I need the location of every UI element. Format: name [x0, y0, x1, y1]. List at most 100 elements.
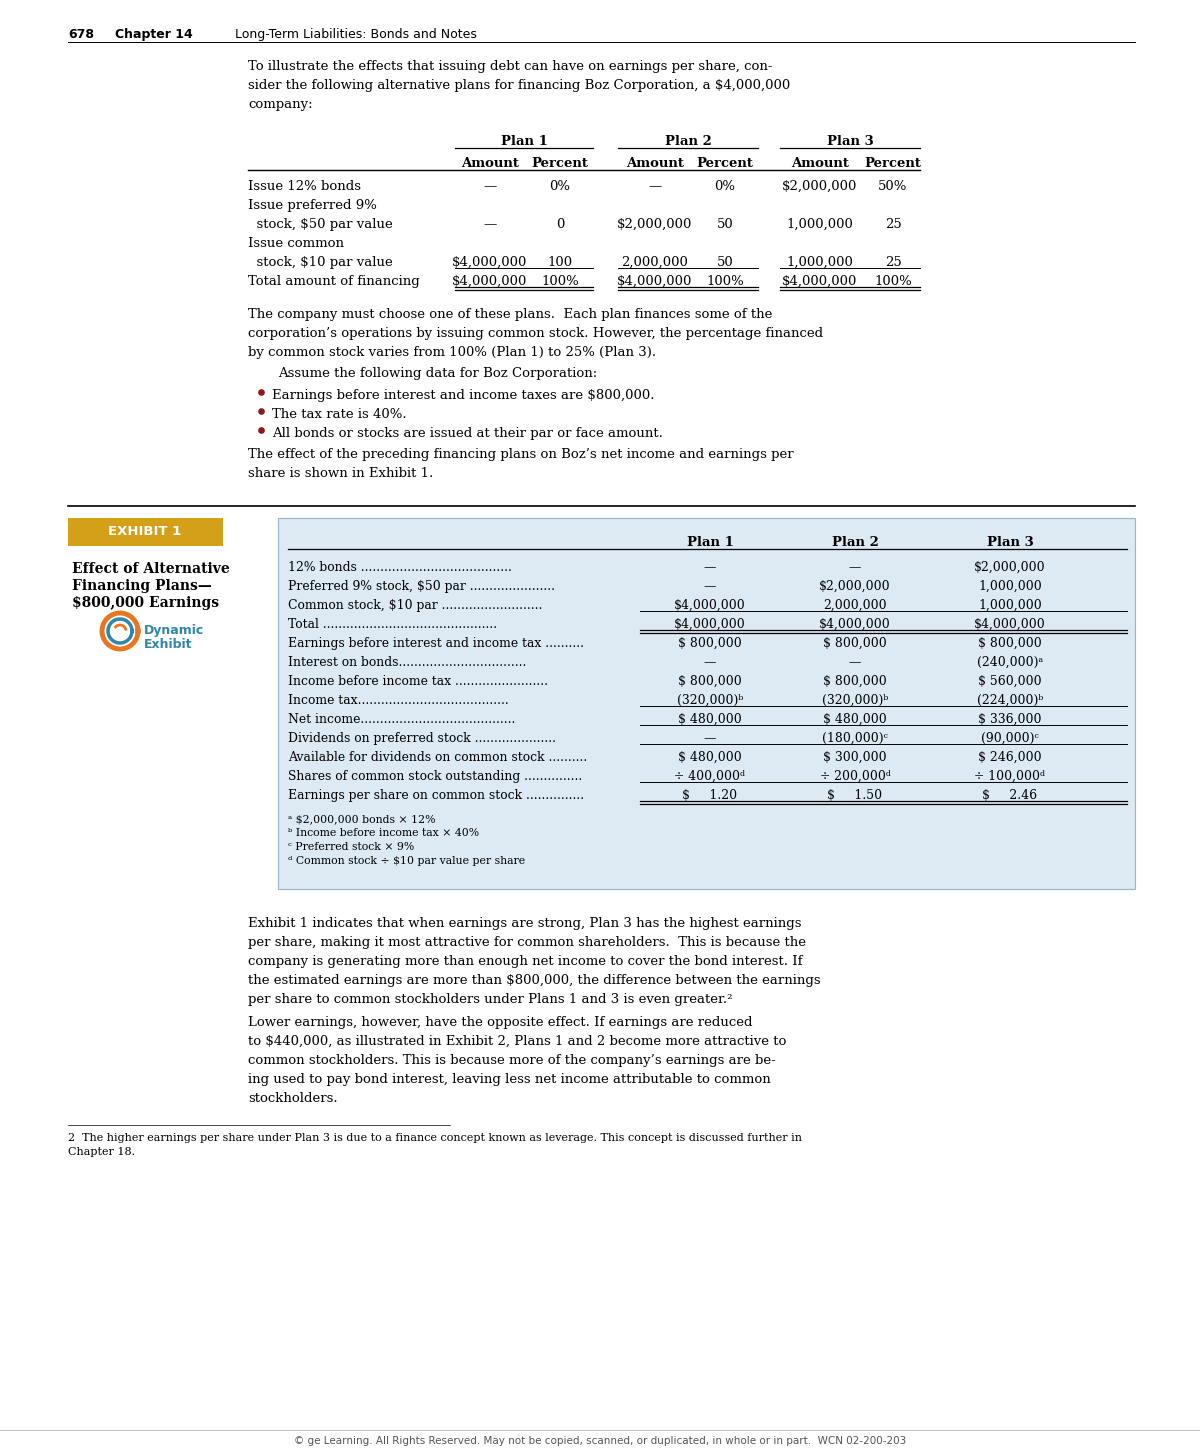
Text: Exhibit 1 indicates that when earnings are strong, Plan 3 has the highest earnin: Exhibit 1 indicates that when earnings a…: [248, 916, 802, 929]
Text: $ 800,000: $ 800,000: [823, 637, 887, 650]
Text: $ 800,000: $ 800,000: [678, 676, 742, 687]
Text: Percent: Percent: [864, 157, 922, 170]
Text: $4,000,000: $4,000,000: [674, 599, 746, 612]
Text: stock, $50 par value: stock, $50 par value: [248, 218, 392, 231]
Text: Dynamic: Dynamic: [144, 624, 204, 637]
Text: © ge Learning. All Rights Reserved. May not be copied, scanned, or duplicated, i: © ge Learning. All Rights Reserved. May …: [294, 1436, 906, 1446]
Text: 678: 678: [68, 28, 94, 41]
Text: 1,000,000: 1,000,000: [978, 599, 1042, 612]
Text: Preferred 9% stock, $50 par ......................: Preferred 9% stock, $50 par ............…: [288, 580, 554, 593]
Text: ᵇ Income before income tax × 40%: ᵇ Income before income tax × 40%: [288, 828, 479, 838]
Text: (320,000)ᵇ: (320,000)ᵇ: [822, 695, 888, 708]
Text: Total amount of financing: Total amount of financing: [248, 276, 420, 289]
Text: ᵈ Common stock ÷ $10 par value per share: ᵈ Common stock ÷ $10 par value per share: [288, 856, 526, 866]
Text: $     2.46: $ 2.46: [983, 789, 1038, 802]
Text: 2,000,000: 2,000,000: [622, 257, 689, 270]
Text: Issue preferred 9%: Issue preferred 9%: [248, 199, 377, 212]
Text: —: —: [484, 180, 497, 193]
Text: 50: 50: [716, 218, 733, 231]
Text: Lower earnings, however, have the opposite effect. If earnings are reduced: Lower earnings, however, have the opposi…: [248, 1016, 752, 1030]
Text: Amount: Amount: [461, 157, 518, 170]
Text: by common stock varies from 100% (Plan 1) to 25% (Plan 3).: by common stock varies from 100% (Plan 1…: [248, 347, 656, 360]
Text: Total .............................................: Total ..................................…: [288, 618, 497, 631]
Text: $4,000,000: $4,000,000: [674, 618, 746, 631]
Text: —: —: [484, 218, 497, 231]
Text: company:: company:: [248, 99, 313, 112]
Text: Issue 12% bonds: Issue 12% bonds: [248, 180, 361, 193]
Text: All bonds or stocks are issued at their par or face amount.: All bonds or stocks are issued at their …: [272, 426, 662, 439]
Text: Chapter 14: Chapter 14: [115, 28, 193, 41]
Text: Plan 2: Plan 2: [832, 536, 878, 550]
Text: Income tax.......................................: Income tax..............................…: [288, 695, 509, 708]
Text: (90,000)ᶜ: (90,000)ᶜ: [982, 732, 1039, 745]
Text: —: —: [648, 180, 661, 193]
Text: Income before income tax ........................: Income before income tax ...............…: [288, 676, 548, 687]
Text: $4,000,000: $4,000,000: [782, 276, 858, 289]
Text: $2,000,000: $2,000,000: [974, 561, 1046, 574]
Text: $2,000,000: $2,000,000: [617, 218, 692, 231]
Text: 25: 25: [884, 218, 901, 231]
Text: —: —: [704, 732, 716, 745]
Text: Shares of common stock outstanding ...............: Shares of common stock outstanding .....…: [288, 770, 582, 783]
Text: the estimated earnings are more than $800,000, the difference between the earnin: the estimated earnings are more than $80…: [248, 974, 821, 987]
Text: Earnings per share on common stock ...............: Earnings per share on common stock .....…: [288, 789, 584, 802]
Text: —: —: [704, 580, 716, 593]
Text: sider the following alternative plans for financing Boz Corporation, a $4,000,00: sider the following alternative plans fo…: [248, 78, 791, 91]
Text: ÷ 200,000ᵈ: ÷ 200,000ᵈ: [820, 770, 890, 783]
Text: 100%: 100%: [541, 276, 578, 289]
Text: ÷ 400,000ᵈ: ÷ 400,000ᵈ: [674, 770, 745, 783]
Text: ᵃ $2,000,000 bonds × 12%: ᵃ $2,000,000 bonds × 12%: [288, 813, 436, 824]
Text: Exhibit: Exhibit: [144, 638, 192, 651]
Text: 100%: 100%: [706, 276, 744, 289]
Text: Percent: Percent: [532, 157, 588, 170]
Text: EXHIBIT 1: EXHIBIT 1: [108, 525, 181, 538]
Text: $ 800,000: $ 800,000: [823, 676, 887, 687]
Text: Net income........................................: Net income..............................…: [288, 713, 515, 726]
Text: Earnings before interest and income tax ..........: Earnings before interest and income tax …: [288, 637, 584, 650]
Text: $ 560,000: $ 560,000: [978, 676, 1042, 687]
Text: Dividends on preferred stock .....................: Dividends on preferred stock ...........…: [288, 732, 556, 745]
Text: Earnings before interest and income taxes are $800,000.: Earnings before interest and income taxe…: [272, 389, 654, 402]
Text: The company must choose one of these plans.  Each plan finances some of the: The company must choose one of these pla…: [248, 307, 773, 320]
Text: 25: 25: [884, 257, 901, 270]
Text: —: —: [848, 655, 862, 668]
Text: (180,000)ᶜ: (180,000)ᶜ: [822, 732, 888, 745]
Text: Amount: Amount: [791, 157, 848, 170]
Text: $4,000,000: $4,000,000: [452, 257, 528, 270]
Text: The effect of the preceding financing plans on Boz’s net income and earnings per: The effect of the preceding financing pl…: [248, 448, 793, 461]
Text: 1,000,000: 1,000,000: [786, 257, 853, 270]
Text: 0%: 0%: [714, 180, 736, 193]
Text: 2,000,000: 2,000,000: [823, 599, 887, 612]
Text: per share, making it most attractive for common shareholders.  This is because t: per share, making it most attractive for…: [248, 937, 806, 948]
Text: To illustrate the effects that issuing debt can have on earnings per share, con-: To illustrate the effects that issuing d…: [248, 59, 773, 72]
Text: $4,000,000: $4,000,000: [974, 618, 1046, 631]
Text: Issue common: Issue common: [248, 236, 344, 249]
Text: ᶜ Preferred stock × 9%: ᶜ Preferred stock × 9%: [288, 842, 414, 853]
Text: Percent: Percent: [696, 157, 754, 170]
Text: $ 800,000: $ 800,000: [978, 637, 1042, 650]
Text: ÷ 100,000ᵈ: ÷ 100,000ᵈ: [974, 770, 1045, 783]
Text: Amount: Amount: [626, 157, 684, 170]
Text: Available for dividends on common stock ..........: Available for dividends on common stock …: [288, 751, 587, 764]
Text: Financing Plans—: Financing Plans—: [72, 579, 211, 593]
Text: (224,000)ᵇ: (224,000)ᵇ: [977, 695, 1043, 708]
Text: —: —: [704, 655, 716, 668]
Text: (240,000)ᵃ: (240,000)ᵃ: [977, 655, 1043, 668]
Text: —: —: [704, 561, 716, 574]
Text: $ 246,000: $ 246,000: [978, 751, 1042, 764]
Text: The tax rate is 40%.: The tax rate is 40%.: [272, 407, 407, 420]
Text: $ 480,000: $ 480,000: [678, 751, 742, 764]
Text: Effect of Alternative: Effect of Alternative: [72, 563, 229, 576]
Text: $2,000,000: $2,000,000: [820, 580, 890, 593]
Text: Long-Term Liabilities: Bonds and Notes: Long-Term Liabilities: Bonds and Notes: [235, 28, 476, 41]
Text: $ 336,000: $ 336,000: [978, 713, 1042, 726]
Text: 0: 0: [556, 218, 564, 231]
Text: —: —: [848, 561, 862, 574]
Text: $     1.50: $ 1.50: [828, 789, 882, 802]
Text: $4,000,000: $4,000,000: [452, 276, 528, 289]
Text: $ 800,000: $ 800,000: [678, 637, 742, 650]
Text: 50%: 50%: [878, 180, 907, 193]
Text: stockholders.: stockholders.: [248, 1092, 337, 1105]
Text: 100: 100: [547, 257, 572, 270]
Text: 100%: 100%: [874, 276, 912, 289]
